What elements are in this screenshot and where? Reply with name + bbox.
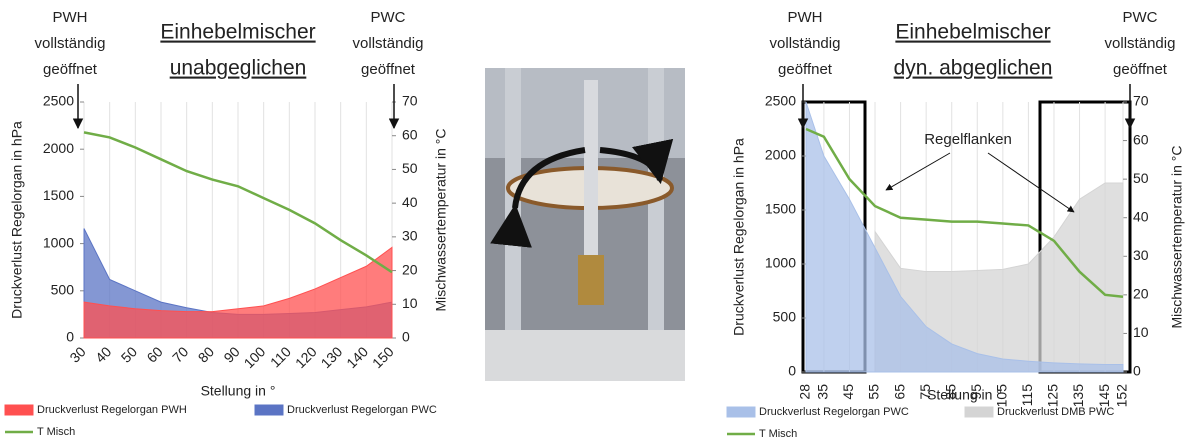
y-tick-label: 1000 bbox=[43, 234, 74, 250]
y2-tick-label: 30 bbox=[1133, 247, 1149, 263]
legend-swatch bbox=[255, 405, 283, 415]
y-tick-label: 500 bbox=[51, 282, 75, 298]
x-axis-title: Stellung in ° bbox=[927, 387, 1002, 403]
y2-tick-label: 0 bbox=[1133, 363, 1141, 379]
note: PWH bbox=[53, 9, 88, 26]
x-tick-label: 80 bbox=[195, 343, 217, 365]
y2-tick-label: 60 bbox=[1133, 131, 1149, 147]
note: geöffnet bbox=[778, 61, 833, 78]
chart-title: Einhebelmischer bbox=[895, 21, 1050, 44]
chart-title: unabgeglichen bbox=[170, 57, 307, 80]
note: vollständig bbox=[35, 35, 106, 52]
x-tick-label: 150 bbox=[369, 343, 397, 371]
legend-swatch bbox=[727, 407, 755, 417]
arrow bbox=[988, 153, 1074, 212]
legend-swatch bbox=[965, 407, 993, 417]
figure: 3040506070809010011012013014015005001000… bbox=[0, 0, 1188, 441]
y-tick-label: 2500 bbox=[765, 93, 796, 109]
y2-axis-title: Mischwassertemperatur in °C bbox=[1169, 146, 1185, 329]
x-tick-label: 45 bbox=[840, 384, 856, 400]
legend-label: T Misch bbox=[37, 426, 75, 438]
legend-label: Druckverlust DMB PWC bbox=[997, 406, 1114, 418]
y-axis-title: Druckverlust Regelorgan in hPa bbox=[9, 121, 25, 319]
x-tick-label: 35 bbox=[815, 384, 831, 400]
x-tick-label: 135 bbox=[1070, 384, 1086, 408]
x-tick-label: 100 bbox=[241, 343, 269, 371]
y2-tick-label: 40 bbox=[402, 194, 418, 210]
x-axis-title: Stellung in ° bbox=[201, 383, 276, 399]
note: geöffnet bbox=[1113, 61, 1168, 78]
x-tick-label: 30 bbox=[66, 343, 88, 365]
x-tick-label: 50 bbox=[118, 343, 140, 365]
x-tick-label: 115 bbox=[1019, 384, 1035, 407]
y2-tick-label: 70 bbox=[402, 93, 418, 109]
x-tick-label: 90 bbox=[220, 343, 242, 365]
y-tick-label: 1500 bbox=[765, 201, 796, 217]
legend-label: Druckverlust Regelorgan PWC bbox=[759, 406, 909, 418]
legend-label: Druckverlust Regelorgan PWC bbox=[287, 404, 437, 416]
x-tick-label: 60 bbox=[143, 343, 165, 365]
note: vollständig bbox=[353, 35, 424, 52]
legend-swatch bbox=[5, 405, 33, 415]
y2-tick-label: 10 bbox=[402, 295, 418, 311]
y2-tick-label: 20 bbox=[402, 261, 418, 277]
y-tick-label: 2500 bbox=[43, 93, 74, 109]
annotation: Regelflanken bbox=[924, 131, 1012, 148]
y2-tick-label: 50 bbox=[402, 160, 418, 176]
y2-tick-label: 60 bbox=[402, 126, 418, 142]
y-tick-label: 0 bbox=[788, 363, 796, 379]
x-tick-label: 65 bbox=[891, 384, 907, 400]
x-tick-label: 152 bbox=[1114, 384, 1130, 408]
y2-axis-title: Mischwassertemperatur in °C bbox=[433, 129, 449, 312]
y-tick-label: 1500 bbox=[43, 187, 74, 203]
note: PWC bbox=[371, 9, 406, 26]
x-tick-label: 145 bbox=[1096, 384, 1112, 408]
chart-title: dyn. abgeglichen bbox=[894, 57, 1053, 80]
note: PWC bbox=[1123, 9, 1158, 26]
photo bbox=[485, 68, 685, 381]
x-tick-label: 28 bbox=[797, 384, 813, 400]
y2-tick-label: 0 bbox=[402, 329, 410, 345]
y2-tick-label: 50 bbox=[1133, 170, 1149, 186]
y-tick-label: 0 bbox=[66, 329, 74, 345]
y2-tick-label: 10 bbox=[1133, 324, 1149, 340]
legend-label: Druckverlust Regelorgan PWH bbox=[37, 404, 187, 416]
chart-title: Einhebelmischer bbox=[160, 21, 315, 44]
y2-tick-label: 20 bbox=[1133, 286, 1149, 302]
y2-tick-label: 30 bbox=[402, 228, 418, 244]
x-tick-label: 140 bbox=[343, 343, 371, 371]
legend-label: T Misch bbox=[759, 428, 797, 440]
x-tick-label: 70 bbox=[169, 343, 191, 365]
note: vollständig bbox=[1105, 35, 1176, 52]
note: vollständig bbox=[770, 35, 841, 52]
y-tick-label: 1000 bbox=[765, 255, 796, 271]
x-tick-label: 125 bbox=[1045, 384, 1061, 408]
y2-tick-label: 70 bbox=[1133, 93, 1149, 109]
y-tick-label: 2000 bbox=[765, 147, 796, 163]
y-axis-title: Druckverlust Regelorgan in hPa bbox=[731, 138, 747, 336]
x-tick-label: 110 bbox=[267, 343, 294, 370]
note: PWH bbox=[788, 9, 823, 26]
note: geöffnet bbox=[361, 61, 416, 78]
y-tick-label: 500 bbox=[773, 309, 797, 325]
y-tick-label: 2000 bbox=[43, 140, 74, 156]
arrow bbox=[886, 153, 950, 190]
x-tick-label: 120 bbox=[292, 343, 320, 371]
note: geöffnet bbox=[43, 61, 98, 78]
x-tick-label: 40 bbox=[92, 343, 114, 365]
y2-tick-label: 40 bbox=[1133, 208, 1149, 224]
x-tick-label: 55 bbox=[866, 384, 882, 400]
x-tick-label: 130 bbox=[318, 343, 346, 371]
